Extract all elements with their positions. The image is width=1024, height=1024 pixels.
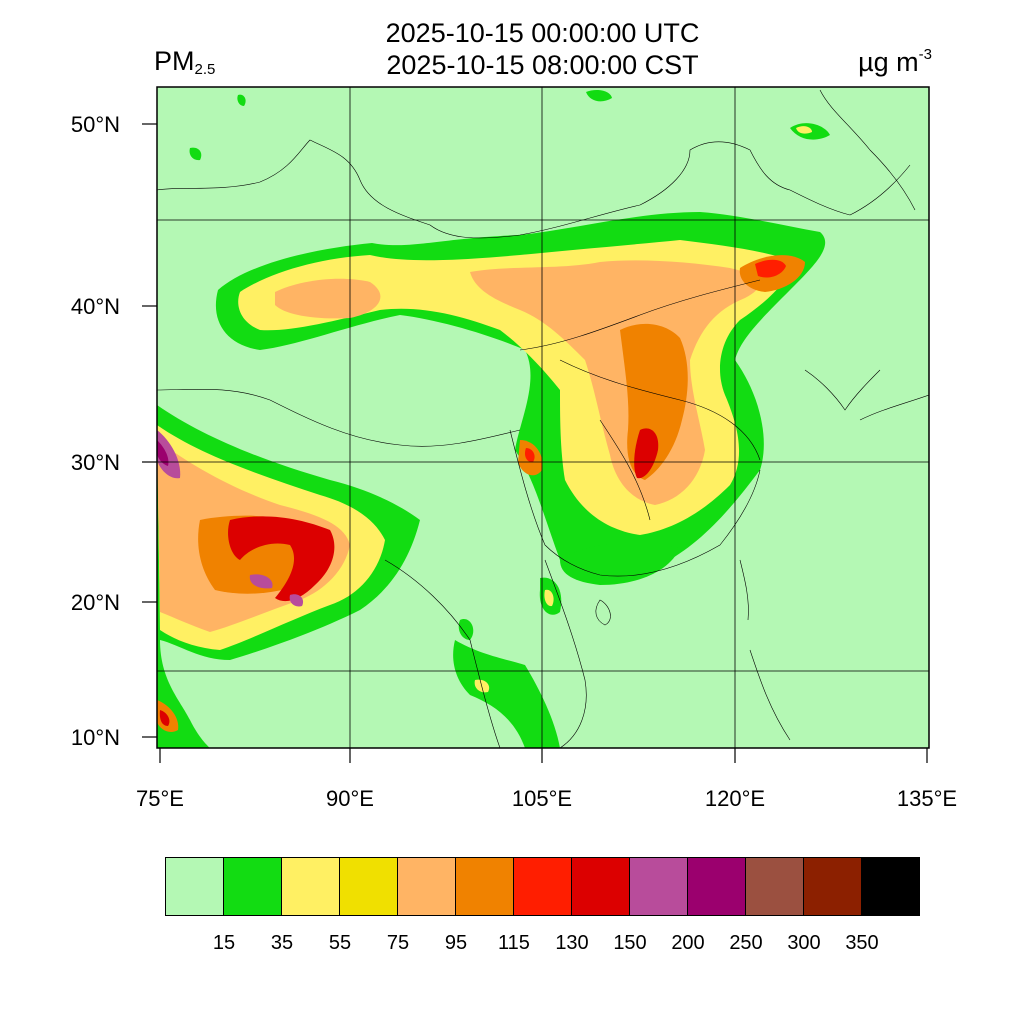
lon-label-120: 120°E bbox=[704, 786, 766, 811]
colorbar-label: 350 bbox=[845, 932, 879, 954]
lon-label-75: 75°E bbox=[136, 786, 184, 811]
south-plumes bbox=[189, 90, 830, 748]
north-china-plume bbox=[215, 212, 826, 572]
colorbar-box-7 bbox=[571, 857, 630, 916]
colorbar-label: 200 bbox=[671, 932, 705, 954]
variable-label: PM2.5 bbox=[154, 46, 216, 78]
lat-label-40: 40°N bbox=[70, 294, 120, 319]
colorbar-box-1 bbox=[223, 857, 282, 916]
lon-label-90: 90°E bbox=[326, 786, 374, 811]
colorbar-box-9 bbox=[687, 857, 746, 916]
colorbar-label: 130 bbox=[555, 932, 589, 954]
colorbar-label: 75 bbox=[386, 932, 410, 954]
colorbar bbox=[165, 857, 920, 916]
lat-label-10: 10°N bbox=[70, 725, 120, 750]
colorbar-label: 300 bbox=[787, 932, 821, 954]
colorbar-label: 35 bbox=[270, 932, 294, 954]
colorbar-label: 115 bbox=[498, 932, 530, 954]
colorbar-box-5 bbox=[455, 857, 514, 916]
axis-ticks bbox=[142, 123, 928, 763]
unit-label: µg m-3 bbox=[858, 46, 932, 77]
colorbar-label: 150 bbox=[613, 932, 647, 954]
colorbar-box-4 bbox=[397, 857, 456, 916]
colorbar-label: 250 bbox=[729, 932, 763, 954]
colorbar-box-2 bbox=[281, 857, 340, 916]
colorbar-box-12 bbox=[861, 857, 920, 916]
lat-label-20: 20°N bbox=[70, 590, 120, 615]
title-cst-time: 2025-10-15 08:00:00 CST bbox=[386, 50, 699, 80]
colorbar-box-3 bbox=[339, 857, 398, 916]
colorbar-box-0 bbox=[165, 857, 224, 916]
colorbar-label: 55 bbox=[328, 932, 352, 954]
lat-label-30: 30°N bbox=[70, 450, 120, 475]
borders bbox=[157, 89, 929, 748]
lon-label-105: 105°E bbox=[511, 786, 573, 811]
colorbar-box-8 bbox=[629, 857, 688, 916]
map-frame bbox=[156, 86, 930, 749]
colorbar-box-10 bbox=[745, 857, 804, 916]
lat-label-50: 50°N bbox=[70, 112, 120, 137]
lon-label-135: 135°E bbox=[896, 786, 958, 811]
graticule bbox=[157, 87, 929, 748]
colorbar-box-6 bbox=[513, 857, 572, 916]
title-utc-time: 2025-10-15 00:00:00 UTC bbox=[385, 18, 700, 48]
colorbar-box-11 bbox=[803, 857, 862, 916]
colorbar-label: 95 bbox=[444, 932, 468, 954]
india-plume bbox=[157, 405, 420, 748]
colorbar-label: 15 bbox=[212, 932, 236, 954]
